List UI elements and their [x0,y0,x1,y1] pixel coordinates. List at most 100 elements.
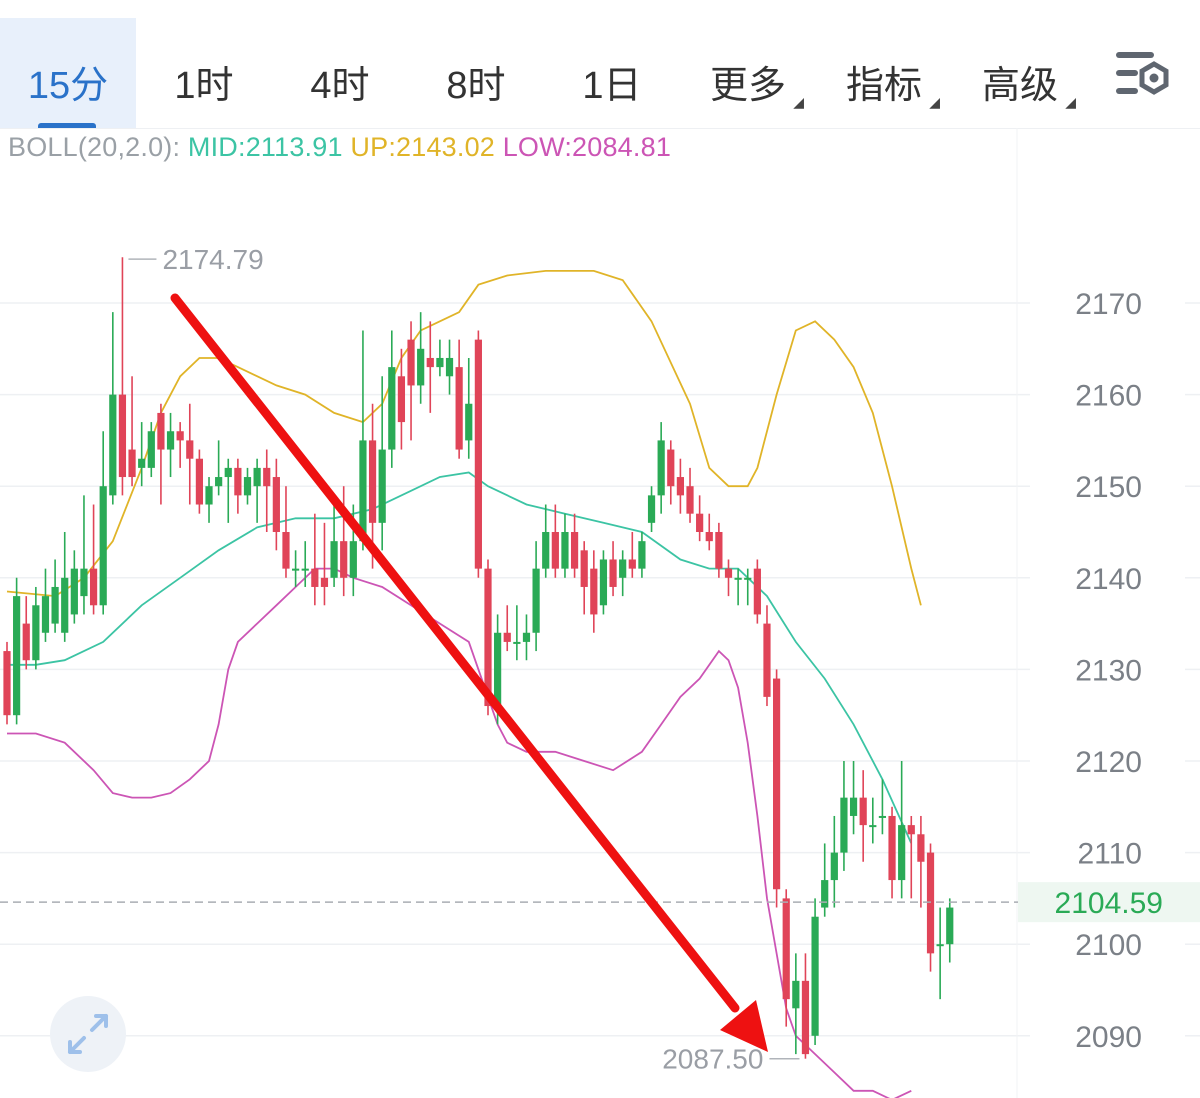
y-axis-tick-label: 2150 [1075,471,1142,504]
candle-body [590,568,598,615]
candlestick-chart[interactable]: 2170 2160 2150 2140 2130 2120 2110 2100 2090 2174… [0,128,1200,1098]
candle-body [801,980,810,1055]
boll-up: UP:2143.02 [350,132,496,162]
candle-body [282,532,290,569]
candle-body [570,532,579,569]
candle-body [243,477,252,496]
candle-body [368,440,377,523]
candle-body [349,541,357,578]
candle-body [811,916,819,1036]
candle-body [657,440,665,496]
candle-body [388,367,396,450]
candle-body [138,458,146,468]
candle-body [89,568,98,606]
candle-body [609,559,617,587]
dropdown-triangle-icon: ◢ [1065,94,1076,110]
boll-mid: MID:2113.91 [187,132,343,162]
tab-4[interactable]: 1日 [544,18,680,128]
candle-body [41,596,50,633]
candle-body [484,568,492,707]
candle-body [195,458,203,505]
candle-body [936,944,944,947]
settings-sliders-icon[interactable] [1110,44,1172,106]
boll-low-line [7,567,912,1098]
tab-0[interactable]: 15分 [0,18,136,128]
candle-body [292,568,300,571]
tab-label: 指标 [845,65,922,107]
candle-body [599,559,608,606]
dropdown-triangle-icon: ◢ [929,94,940,110]
candle-body [301,568,309,571]
candle-body [821,880,829,908]
candle-body [667,449,675,487]
candle-body [792,980,800,1009]
boll-name: BOLL(20,2.0): [8,132,181,162]
tab-label: 8时 [446,65,506,107]
candle-body [522,632,531,642]
candle-body [311,568,319,587]
tab-6[interactable]: 指标 ◢ [816,18,952,128]
y-axis-tick-label: 2120 [1075,746,1142,779]
candle-body [359,440,367,542]
candle-body [80,568,88,597]
candle-body [417,348,425,386]
y-axis-tick-label: 2140 [1075,563,1142,596]
tab-5[interactable]: 更多 ◢ [680,18,816,128]
current-price-tag: 2104.59 [1055,887,1163,920]
candle-body [542,532,550,569]
tab-2[interactable]: 4时 [272,18,408,128]
candle-body [32,605,40,661]
y-axis-tick-label: 2110 [1077,838,1142,871]
current-price-tag-bg [1018,882,1200,923]
candle-body [436,357,444,368]
candle-body [782,898,790,1000]
candle-body [926,852,935,954]
candle-body [686,486,694,514]
candle-body [128,449,136,478]
candle-body [118,394,127,478]
candle-body [724,568,733,578]
y-axis-tick-label: 2090 [1075,1021,1142,1054]
candle-body [205,486,213,505]
expand-arrows-icon[interactable] [50,996,126,1072]
candle-body [215,477,223,487]
candle-body [397,376,406,423]
candle-body [676,477,684,496]
candle-body [946,907,954,945]
candle-body [849,797,858,816]
tab-3[interactable]: 8时 [408,18,544,128]
candle-body [907,825,915,835]
candle-body [715,532,723,569]
candle-body [51,586,59,624]
candle-body [696,513,704,532]
candle-body [580,550,588,587]
tab-label: 更多 [709,65,786,107]
candle-body [840,797,848,853]
candle-body [763,623,771,697]
candle-body [147,431,155,468]
candle-body [272,477,280,532]
candle-body [647,495,656,523]
downtrend-arrow-shaft [170,293,740,1013]
candle-body [773,678,781,890]
candle-body [869,825,877,828]
candle-body [753,568,761,615]
candle-body [186,440,194,459]
candle-body [465,403,473,441]
candle-body [917,834,925,862]
candle-body [61,577,69,633]
candle-body [628,559,636,569]
tab-1[interactable]: 1时 [136,18,272,128]
candle-body [619,559,627,578]
y-axis-tick-label: 2160 [1075,380,1142,413]
tab-7[interactable]: 高级 ◢ [952,18,1088,128]
dropdown-triangle-icon: ◢ [793,94,804,110]
tab-label: 15分 [27,65,109,107]
timeframe-tabbar: 15分 1时 4时 8时 1日 更多 ◢ 指标 ◢ 高级 ◢ [0,0,1200,129]
candle-body [561,532,569,569]
candle-body [859,797,867,826]
high-price-label: 2174.79 [162,244,263,275]
candle-body [320,577,329,587]
candle-body [166,431,175,450]
y-axis-tick-label: 2100 [1075,929,1142,962]
